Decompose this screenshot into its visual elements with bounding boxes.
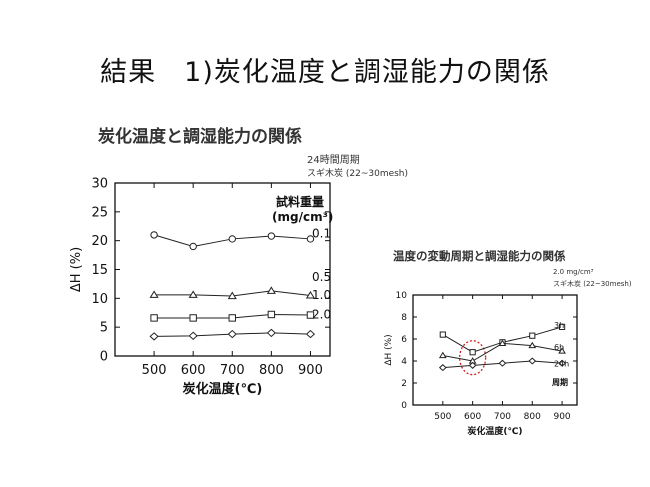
- chart-0-series-3-point: [188, 331, 198, 341]
- chart-1-series-label: 3h: [554, 321, 564, 330]
- chart-0-ytick-label: 25: [91, 205, 108, 220]
- chart-1-highlight-ellipse: [458, 340, 487, 376]
- chart-0: 0 5 10 15 20 25 30 500 600 700 800 900 炭化温度(℃) ΔH (%)…: [69, 177, 333, 397]
- chart-0-ytick-label: 5: [100, 321, 108, 336]
- chart-1-series-2-point: [558, 359, 566, 367]
- chart-1-ylabel: ΔH (%): [384, 334, 394, 365]
- chart-0-series-3-point: [149, 332, 159, 341]
- chart-0-ytick-label: 20: [91, 234, 108, 249]
- chart-1-xlabel: 炭化温度(℃): [467, 425, 522, 437]
- chart-0-series-3-point: [227, 329, 237, 339]
- chart-0-series-1-point: [305, 290, 316, 299]
- chart-0-xlabel: 炭化温度(℃): [183, 381, 263, 397]
- chart-0-series-3-point: [305, 329, 316, 339]
- chart-1-xtick-label: 600: [464, 412, 481, 422]
- right-chart-note-weight: 2.0 mg/cm³: [553, 268, 594, 276]
- chart-0-series-1-point: [227, 291, 237, 300]
- chart-1-ytick-label: 0: [401, 401, 407, 411]
- chart-0-xtick-label: 500: [142, 363, 167, 378]
- chart-1-ytick-label: 2: [401, 379, 407, 389]
- chart-1-xtick-label: 800: [524, 412, 541, 422]
- chart-0-series-label: 2.0: [312, 307, 331, 321]
- chart-1-xtick-label: 500: [434, 412, 451, 422]
- chart-0-xtick-label: 900: [298, 363, 323, 378]
- chart-0-ytick-label: 15: [91, 263, 108, 278]
- chart-0-series-1-point: [266, 286, 276, 294]
- chart-1-series-label: 24h: [554, 359, 569, 368]
- chart-0-series-label: 0.5: [312, 270, 331, 284]
- right-chart-note-material: スギ木炭 (22~30mesh): [553, 280, 632, 288]
- chart-0-ytick-label: 0: [100, 350, 108, 365]
- chart-1-series-1-point: [498, 339, 507, 346]
- chart-0-series-0-point: [189, 242, 197, 251]
- chart-0-xtick-label: 600: [181, 363, 206, 378]
- chart-0-series-2-point: [267, 310, 276, 319]
- chart-1-series-2-point: [438, 364, 447, 372]
- chart-1-xtick-label: 900: [553, 412, 570, 422]
- chart-0-series-2-point: [306, 311, 315, 319]
- chart-0-series-2-point: [189, 314, 197, 322]
- chart-1-xtick-label: 700: [494, 412, 511, 422]
- chart-1-legend-title: 周期: [552, 377, 568, 387]
- chart-0-series-2-point: [228, 314, 236, 322]
- chart-0-series-label: 1.0: [312, 288, 331, 302]
- chart-0-series-2-point: [150, 314, 158, 322]
- chart-1-series-1-point: [558, 347, 566, 354]
- chart-1-frame: [412, 294, 578, 406]
- chart-1-ytick-label: 8: [401, 313, 407, 323]
- chart-0-series-0-point: [306, 235, 315, 243]
- slide-title: 結果 1)炭化温度と調湿能力の関係: [100, 57, 550, 88]
- chart-0-ylabel: ΔH (%): [69, 247, 84, 292]
- chart-1-series-2-point: [528, 357, 537, 365]
- chart-1-ytick-label: 10: [396, 291, 408, 301]
- left-chart-note-material: スギ木炭 (22~30mesh): [307, 169, 409, 179]
- chart-0-xtick-label: 800: [259, 363, 284, 378]
- chart-1-series-0-point: [529, 332, 536, 339]
- left-chart-note-period: 24時間周期: [307, 155, 360, 166]
- chart-0-legend-title: 試料重量: [276, 194, 324, 209]
- chart-1-series-1-point: [528, 341, 537, 349]
- chart-0-series-label: 0.1: [312, 227, 331, 241]
- chart-1-ytick-label: 4: [401, 357, 407, 367]
- chart-1-series-1-point: [438, 351, 447, 359]
- chart-0-xtick-label: 700: [220, 363, 245, 378]
- right-chart-title: 温度の変動周期と調湿能力の関係: [393, 249, 566, 263]
- chart-1-series-label: 6h: [554, 343, 564, 352]
- chart-1-series-2-point: [498, 359, 507, 367]
- chart-1-series-0-point: [469, 349, 476, 356]
- chart-1-series-0-point: [439, 331, 446, 338]
- chart-0-series-0-point: [267, 232, 276, 240]
- chart-0-ytick-label: 10: [91, 292, 108, 307]
- chart-0-ytick-label: 30: [91, 177, 108, 192]
- chart-0-series-0-point: [228, 235, 236, 243]
- chart-1-series-2-point: [468, 361, 477, 369]
- left-chart-title: 炭化温度と調湿能力の関係: [98, 127, 302, 147]
- chart-1-series-0-point: [558, 323, 566, 330]
- chart-1: 0 2 4 6 8 10 500 600 700 800 900 炭化温度(℃) ΔH (%) 3h 6h 2…: [384, 291, 578, 437]
- chart-0-series-3-point: [266, 328, 276, 338]
- chart-0-series-1-point: [188, 290, 198, 298]
- chart-0-legend-unit: (mg/cm³): [272, 210, 333, 224]
- chart-1-ytick-label: 6: [401, 335, 407, 345]
- chart-0-series-1-point: [149, 290, 159, 298]
- chart-0-series-0-point: [150, 231, 158, 239]
